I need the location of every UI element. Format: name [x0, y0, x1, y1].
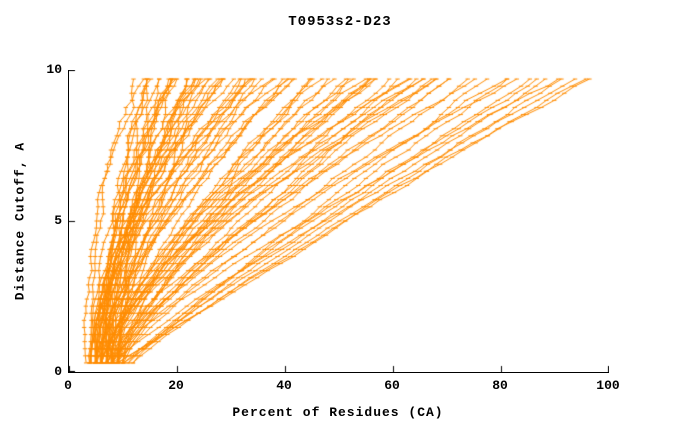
x-tick-label: 40: [276, 378, 292, 393]
x-tick-label: 60: [384, 378, 400, 393]
y-tick-label: 5: [54, 213, 62, 228]
x-tick-label: 100: [596, 378, 620, 393]
plot-area: [68, 70, 609, 373]
chart-title: T0953s2-D23: [288, 14, 392, 30]
y-axis-label: Distance Cutoff, A: [12, 141, 28, 301]
y-tick-label: 10: [46, 62, 62, 77]
curves-canvas: [69, 70, 609, 372]
x-tick-label: 80: [492, 378, 508, 393]
x-axis-label: Percent of Residues (CA): [232, 405, 444, 420]
x-tick-label: 20: [168, 378, 184, 393]
x-tick-label: 0: [64, 378, 72, 393]
y-tick-label: 0: [54, 364, 62, 379]
